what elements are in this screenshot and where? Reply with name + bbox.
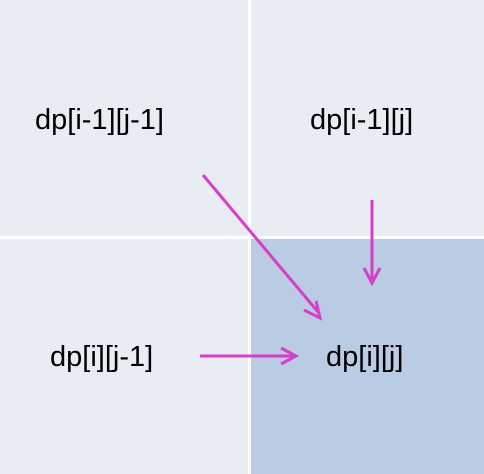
arrow-vertical <box>362 200 382 287</box>
cell-top-left <box>0 0 248 236</box>
arrow-diagonal <box>201 174 323 321</box>
label-top-right: dp[i-1][j] <box>310 104 414 136</box>
cell-top-right <box>251 0 484 236</box>
arrow-horizontal <box>200 346 300 366</box>
label-top-left: dp[i-1][j-1] <box>35 104 164 136</box>
label-bottom-left: dp[i][j-1] <box>50 341 154 373</box>
label-bottom-right: dp[i][j] <box>326 341 404 373</box>
